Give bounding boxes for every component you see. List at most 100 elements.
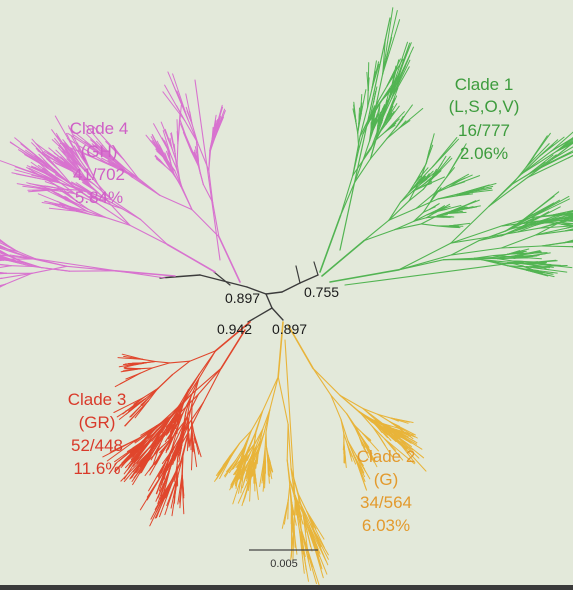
- clade-4-branch: [158, 159, 166, 167]
- clade-2-branch: [346, 443, 352, 457]
- clade-2-branch: [330, 394, 342, 420]
- clade-2-branch: [362, 432, 371, 442]
- clade-4-branch: [168, 152, 172, 164]
- clade-2-branch: [269, 376, 279, 411]
- clade-2-branch: [267, 454, 273, 473]
- clade-2-branch: [291, 501, 295, 516]
- clade-4-branch: [109, 204, 123, 210]
- clade-3-branch: [137, 440, 148, 452]
- clade-1-branch: [389, 41, 408, 98]
- clade-3-branch: [177, 475, 183, 505]
- clade-4-branch: [48, 202, 78, 212]
- bootstrap-clade-4: 0.897: [225, 290, 260, 306]
- clade-1-branch: [369, 101, 381, 117]
- clade-4-branch: [1, 272, 33, 279]
- clade-2-branch: [306, 510, 325, 549]
- clade-3-branch: [214, 321, 251, 352]
- clade-4-branch: [0, 254, 5, 257]
- clade-1-branch: [388, 207, 417, 221]
- clade-4-branch: [66, 265, 116, 272]
- clade-3-branch: [117, 357, 144, 360]
- clade-3-types: (GR): [79, 413, 116, 432]
- clade-4-branch: [0, 249, 9, 256]
- stem-branch: [199, 274, 248, 288]
- clade-2-branch: [287, 324, 314, 370]
- clade-4-branch: [187, 118, 199, 144]
- clade-1-branch: [545, 211, 573, 222]
- clade-2-branch: [267, 458, 270, 484]
- clade-1-branch: [450, 236, 490, 244]
- clade-3-branch: [159, 431, 167, 445]
- clade-4-branch: [89, 168, 97, 182]
- clade-3-branch: [188, 402, 204, 424]
- clade-4-branch: [209, 137, 213, 152]
- clade-3-branch: [146, 472, 164, 498]
- clade-1-branch: [385, 112, 395, 125]
- clade-1-branch: [408, 179, 421, 202]
- clade-2-branch: [265, 446, 269, 460]
- clade-1-branch: [426, 210, 439, 216]
- clade-2-branch: [371, 426, 386, 440]
- clade-1-branch: [352, 135, 361, 176]
- clade-4-branch: [56, 185, 76, 195]
- clade-4-branch: [164, 158, 173, 173]
- clade-1-branch: [446, 149, 465, 178]
- clade-4-branch: [64, 199, 77, 205]
- clade-2-branch: [240, 466, 244, 476]
- clade-2-branch: [294, 494, 301, 510]
- clade-3-branch: [144, 387, 160, 400]
- clade-1-branch: [429, 203, 439, 210]
- clade-1-branch: [394, 223, 422, 231]
- clade-2-branch: [299, 502, 311, 525]
- clade-1-branch: [359, 106, 369, 138]
- clade-3-branch: [191, 420, 195, 434]
- clade-2-branch: [302, 514, 310, 560]
- clade-3-branch: [114, 372, 141, 388]
- clade-4-branch: [176, 119, 179, 145]
- clade-2-label: Clade 2 (G) 34/564 6.03%: [357, 447, 416, 535]
- clade-4-branch: [156, 150, 166, 160]
- clade-1-branch: [363, 219, 390, 242]
- clade-1-branch: [537, 150, 573, 169]
- clade-1-branch: [504, 218, 530, 232]
- clade-4-branch: [85, 124, 114, 159]
- clade-1-branch: [413, 176, 428, 188]
- clade-2-branch: [219, 454, 233, 479]
- clade-1-branch: [373, 106, 380, 130]
- clade-3-branch: [118, 441, 143, 462]
- clade-1-branch: [369, 101, 375, 117]
- clade-2-branch: [376, 421, 390, 428]
- clade-1-branch: [408, 186, 415, 194]
- clade-1-branch: [451, 206, 474, 212]
- clade-3-branch: [176, 393, 199, 417]
- clade-2-branch: [394, 434, 407, 446]
- clade-1-branch: [408, 188, 424, 202]
- clade-1-branch: [391, 66, 410, 99]
- clade-1-branch: [437, 193, 459, 200]
- clade-4-branch: [62, 189, 77, 202]
- clade-1-branch: [434, 176, 448, 194]
- clade-2-branch: [358, 411, 379, 426]
- tree-branches: [0, 7, 573, 585]
- clade-4-branch: [72, 173, 95, 191]
- clade-4-branch: [180, 185, 193, 211]
- clade-3-branch: [131, 442, 148, 461]
- clade-4-branch: [198, 166, 204, 185]
- clade-2-branch: [247, 434, 256, 454]
- clade-1-branch: [560, 223, 573, 227]
- clade-2-branch: [238, 430, 252, 444]
- clade-1-branch: [420, 214, 439, 225]
- clade-1-branch: [526, 157, 569, 179]
- clade-1-branch: [371, 60, 377, 90]
- clade-4-branch: [0, 277, 3, 279]
- clade-4-branch: [170, 162, 175, 175]
- clade-1-branch: [420, 223, 438, 227]
- clade-1-branch: [378, 121, 386, 134]
- clade-1-branch: [521, 150, 552, 175]
- clade-1-branch: [358, 133, 364, 150]
- clade-1-branch: [535, 221, 561, 236]
- clade-4-branch: [0, 256, 10, 260]
- clade-2-branch: [265, 409, 271, 433]
- clade-3-label: Clade 3 (GR) 52/448 11.6%: [68, 390, 127, 478]
- clade-4-branch: [42, 185, 74, 203]
